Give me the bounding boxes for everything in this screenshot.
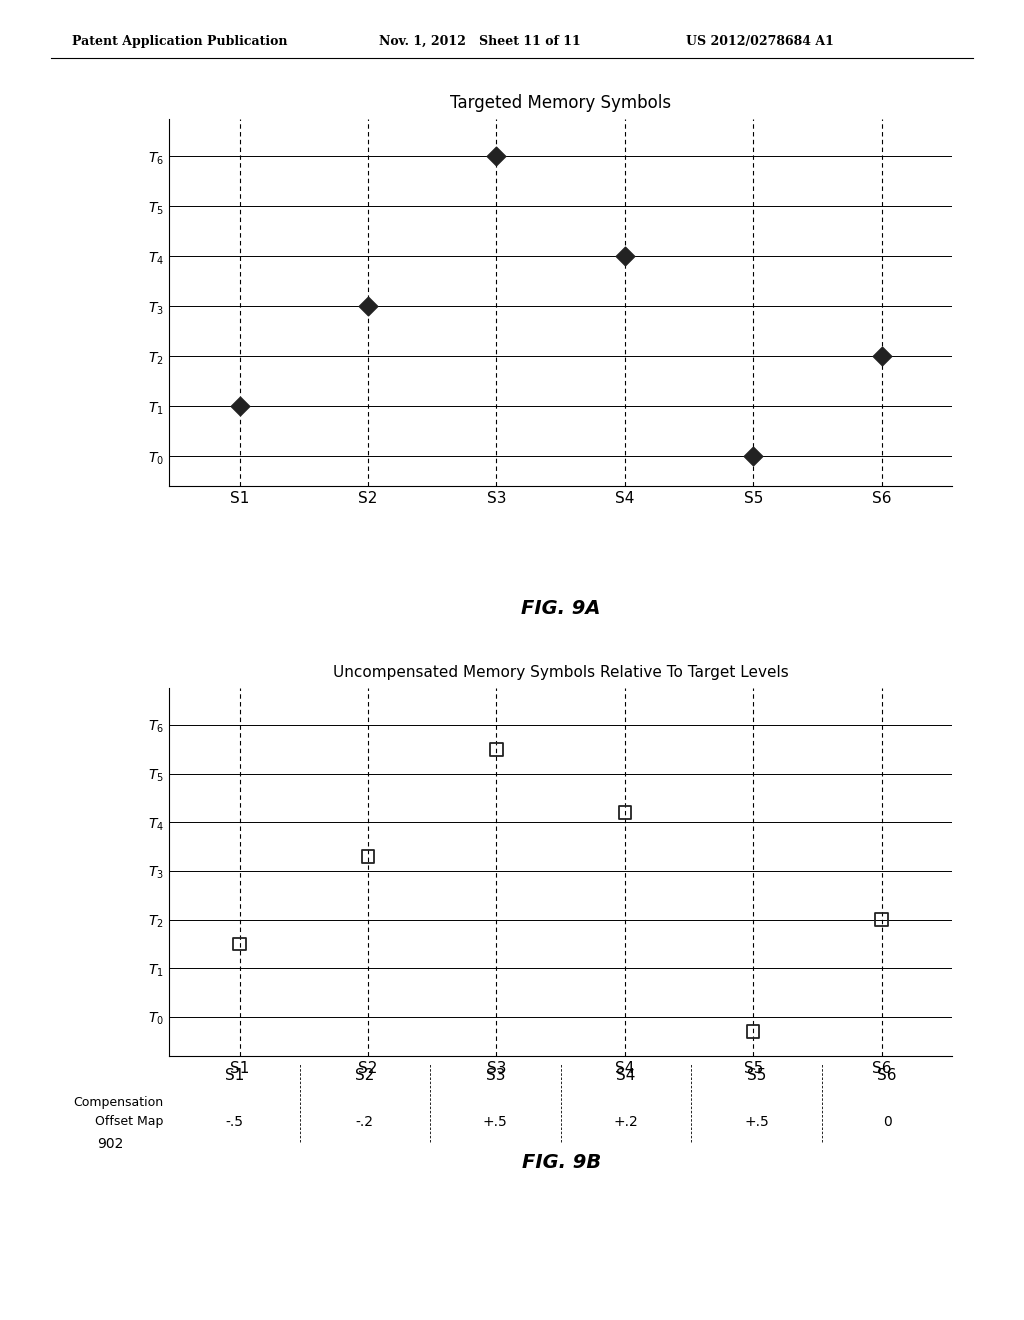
Point — [616, 803, 633, 824]
Text: S3: S3 — [485, 1068, 505, 1084]
Text: S2: S2 — [355, 1068, 375, 1084]
Text: 0: 0 — [883, 1115, 892, 1129]
Point — [231, 933, 248, 954]
Text: S5: S5 — [746, 1068, 766, 1084]
Text: S6: S6 — [878, 1068, 897, 1084]
Point — [616, 246, 633, 267]
Text: Nov. 1, 2012   Sheet 11 of 11: Nov. 1, 2012 Sheet 11 of 11 — [379, 34, 581, 48]
Point — [873, 346, 890, 367]
Point — [745, 446, 762, 467]
Point — [359, 296, 376, 317]
Text: S1: S1 — [224, 1068, 244, 1084]
Point — [745, 1022, 762, 1043]
Text: FIG. 9A: FIG. 9A — [521, 599, 601, 618]
Text: -.2: -.2 — [355, 1115, 374, 1129]
Text: +.2: +.2 — [613, 1115, 638, 1129]
Point — [488, 739, 505, 760]
Text: Patent Application Publication: Patent Application Publication — [72, 34, 287, 48]
Point — [359, 846, 376, 867]
Text: US 2012/0278684 A1: US 2012/0278684 A1 — [686, 34, 834, 48]
Text: S4: S4 — [616, 1068, 636, 1084]
Text: 902: 902 — [97, 1138, 124, 1151]
Point — [231, 396, 248, 417]
Text: Compensation: Compensation — [74, 1096, 164, 1109]
Text: +.5: +.5 — [744, 1115, 769, 1129]
Text: Offset Map: Offset Map — [95, 1115, 164, 1129]
Point — [488, 145, 505, 166]
Point — [873, 909, 890, 931]
Text: -.5: -.5 — [225, 1115, 244, 1129]
Text: FIG. 9B: FIG. 9B — [521, 1154, 601, 1172]
Title: Targeted Memory Symbols: Targeted Memory Symbols — [451, 94, 671, 112]
Title: Uncompensated Memory Symbols Relative To Target Levels: Uncompensated Memory Symbols Relative To… — [333, 665, 788, 680]
Text: +.5: +.5 — [483, 1115, 508, 1129]
